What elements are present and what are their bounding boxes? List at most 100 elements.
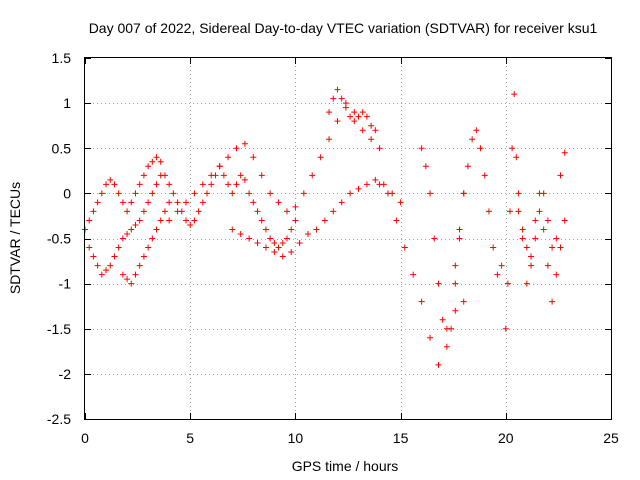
data-point (355, 113, 362, 120)
y-tick-label: -0.5 (47, 231, 71, 247)
data-point (452, 262, 459, 269)
data-point (376, 181, 383, 188)
data-point (262, 244, 269, 251)
data-marks (82, 86, 568, 368)
data-point (544, 217, 551, 224)
data-point (359, 127, 366, 134)
data-point (149, 235, 156, 242)
data-point (561, 217, 568, 224)
data-point (241, 140, 248, 147)
data-point (98, 271, 105, 278)
data-point (145, 199, 152, 206)
data-point (368, 122, 375, 129)
data-point (313, 226, 320, 233)
data-point (544, 262, 551, 269)
data-point (351, 118, 358, 125)
grid-layer (85, 58, 611, 419)
data-point (523, 280, 530, 287)
data-point (161, 208, 168, 215)
series-track-d (166, 100, 383, 224)
data-point (103, 267, 110, 274)
x-tick-label: 25 (603, 430, 619, 446)
series-track-f (326, 86, 379, 134)
data-point (229, 190, 236, 197)
data-point (443, 343, 450, 350)
data-point (292, 203, 299, 210)
data-point (166, 199, 173, 206)
data-point (321, 217, 328, 224)
data-point (170, 190, 177, 197)
data-point (498, 262, 505, 269)
data-point (292, 217, 299, 224)
data-point (330, 208, 337, 215)
data-point (309, 172, 316, 179)
data-point (372, 127, 379, 134)
data-point (119, 235, 126, 242)
data-point (507, 208, 514, 215)
data-point (157, 158, 164, 165)
y-tick-label: -2.5 (47, 411, 71, 427)
data-point (372, 176, 379, 183)
data-point (439, 316, 446, 323)
data-point (418, 145, 425, 152)
data-point (267, 235, 274, 242)
data-point (384, 190, 391, 197)
data-point (452, 307, 459, 314)
data-point (166, 181, 173, 188)
data-point (275, 199, 282, 206)
data-point (128, 199, 135, 206)
data-point (494, 271, 501, 278)
data-point (246, 235, 253, 242)
data-point (513, 154, 520, 161)
data-point (338, 95, 345, 102)
data-point (435, 361, 442, 368)
series-track-k (515, 190, 568, 278)
series-track-j (502, 91, 568, 332)
data-point (271, 240, 278, 247)
y-tick-label: 1.5 (52, 50, 72, 66)
data-point (225, 181, 232, 188)
data-point (191, 217, 198, 224)
data-point (233, 145, 240, 152)
data-point (140, 208, 147, 215)
data-point (481, 172, 488, 179)
data-point (431, 235, 438, 242)
data-point (460, 190, 467, 197)
data-point (220, 172, 227, 179)
data-point (418, 298, 425, 305)
data-point (435, 280, 442, 287)
series-track-i (452, 127, 505, 278)
y-tick-label: 1 (63, 95, 71, 111)
data-point (330, 95, 337, 102)
data-point (94, 199, 101, 206)
y-tick-label: 0.5 (52, 140, 72, 156)
data-point (153, 226, 160, 233)
data-point (140, 172, 147, 179)
data-point (509, 145, 516, 152)
data-point (132, 221, 139, 228)
data-point (359, 109, 366, 116)
data-point (279, 240, 286, 247)
data-point (540, 190, 547, 197)
series-track-g (376, 181, 467, 368)
data-point (317, 154, 324, 161)
data-point (334, 86, 341, 93)
data-point (427, 334, 434, 341)
data-point (460, 298, 467, 305)
data-point (490, 244, 497, 251)
data-point (511, 91, 518, 98)
data-point (334, 118, 341, 125)
data-point (485, 208, 492, 215)
data-point (300, 190, 307, 197)
plot-frame (84, 57, 612, 420)
data-point (368, 136, 375, 143)
data-point (233, 181, 240, 188)
data-point (464, 163, 471, 170)
data-point (363, 113, 370, 120)
data-point (119, 271, 126, 278)
data-point (107, 176, 114, 183)
data-point (515, 190, 522, 197)
data-point (124, 230, 131, 237)
data-point (86, 217, 93, 224)
